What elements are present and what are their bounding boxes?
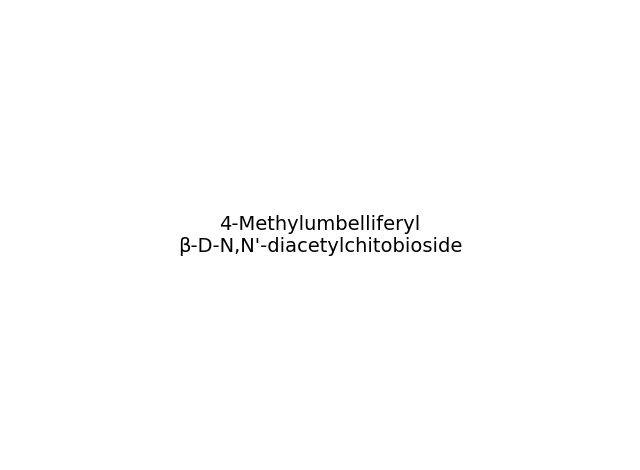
Text: 4-Methylumbelliferyl
β-D-N,N'-diacetylchitobioside: 4-Methylumbelliferyl β-D-N,N'-diacetylch… bbox=[178, 214, 462, 256]
